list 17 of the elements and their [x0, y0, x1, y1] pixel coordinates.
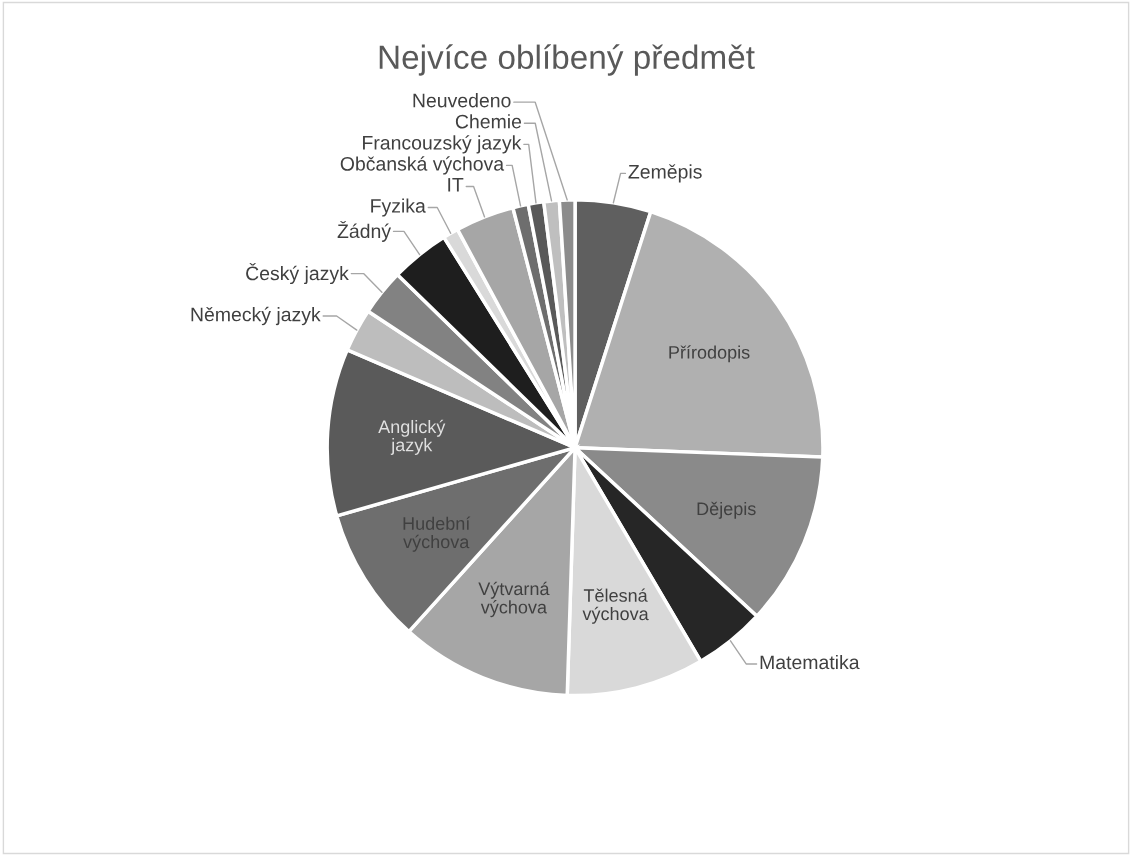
slice-label: Neuvedeno	[413, 93, 511, 108]
slice-label: Žádný	[337, 220, 392, 242]
chart-title: Nejvíce oblíbený předmět	[379, 44, 755, 76]
slice-label: Francouzský jazyk	[363, 135, 522, 154]
slice-label: Chemie	[455, 114, 522, 129]
slice-label: Tělesná výchova	[582, 588, 649, 624]
slice-label: IT	[448, 178, 464, 192]
slice-label: Zeměpis	[628, 164, 702, 183]
slice-label: Občanská výchova	[340, 156, 505, 175]
slice-label: Anglický jazyk	[378, 419, 446, 455]
slice-label: Matematika	[760, 654, 860, 670]
slice-label: Výtvarná výchova	[478, 581, 550, 618]
slice-label: Český jazyk	[246, 263, 349, 285]
slice-label: Fyzika	[371, 198, 426, 217]
slice-label: Přírodopis	[669, 345, 750, 363]
slice-label: Německý jazyk	[191, 306, 321, 326]
slice-label: Dějepis	[697, 501, 756, 519]
